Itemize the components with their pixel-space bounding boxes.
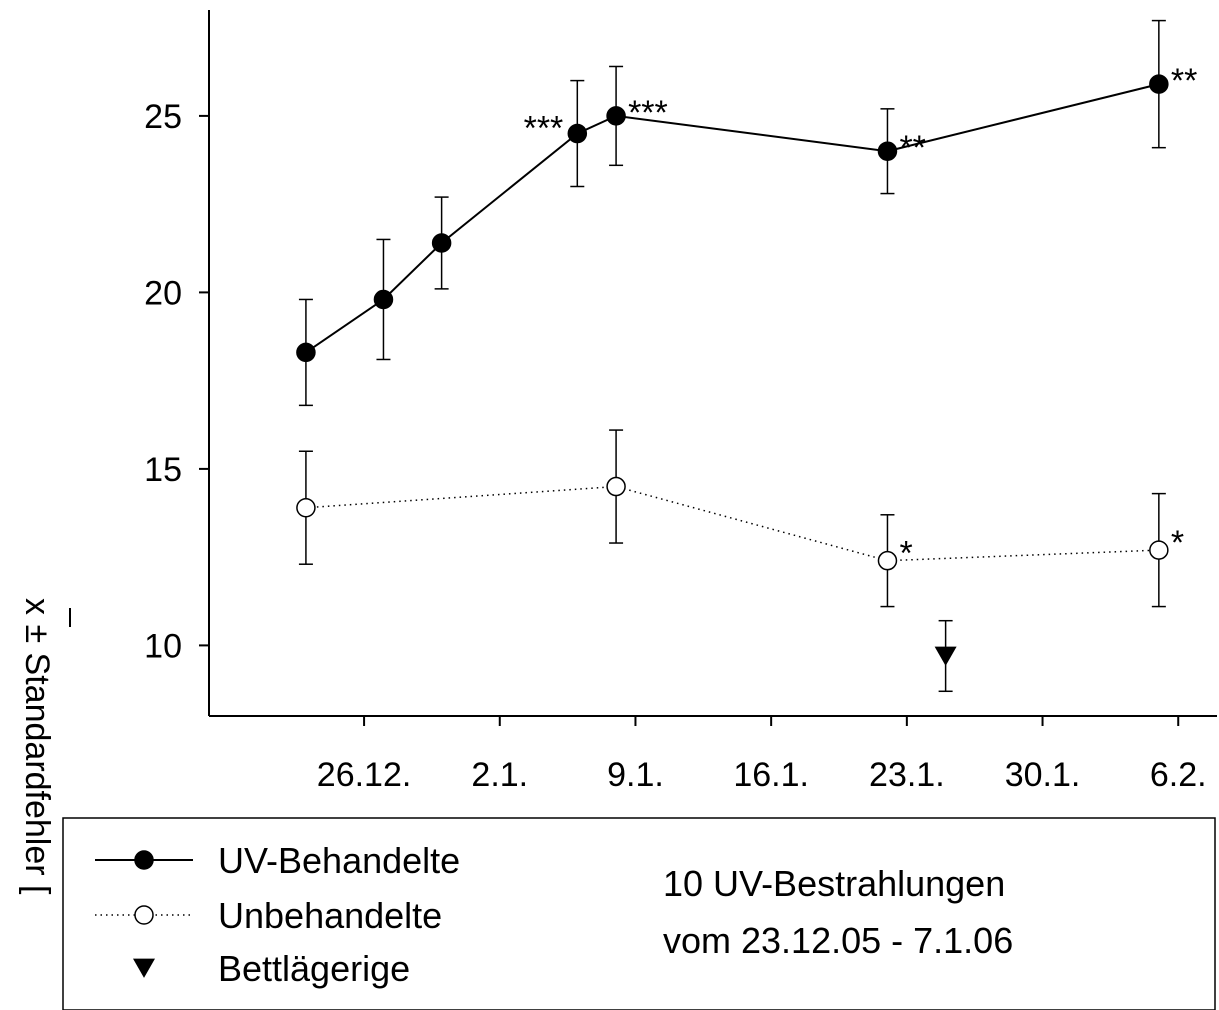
data-point-unbehandelte xyxy=(1149,540,1169,560)
x-tick-label: 23.1. xyxy=(869,756,945,794)
legend-marker-unbehandelte xyxy=(134,905,154,925)
y-tick-label: 20 xyxy=(144,274,182,312)
x-tick-label: 6.2. xyxy=(1150,756,1207,794)
legend-label-uv-behandelte: UV-Behandelte xyxy=(218,840,460,881)
x-tick-label: 9.1. xyxy=(607,756,664,794)
legend-label-bettl-gerige: Bettlägerige xyxy=(218,948,410,989)
data-point-unbehandelte xyxy=(296,497,316,518)
legend: UV-Behandelte Unbehandelte Bettlägerige 10 … xyxy=(62,817,1216,1010)
significance-label: ** xyxy=(899,129,925,167)
data-point-uv-behandelte xyxy=(296,342,316,363)
series-line-uv-behandelte xyxy=(305,83,1160,354)
x-tick-label: 26.12. xyxy=(317,756,412,794)
data-point-uv-behandelte xyxy=(431,233,452,253)
legend-marker-bettl-gerige xyxy=(133,958,155,978)
data-point-unbehandelte xyxy=(877,550,898,571)
significance-label: ** xyxy=(1171,62,1197,100)
legend-marker-uv-behandelte xyxy=(134,850,154,870)
legend-label-unbehandelte: Unbehandelte xyxy=(218,895,442,936)
significance-label: *** xyxy=(628,94,668,132)
data-point-uv-behandelte xyxy=(373,289,394,310)
significance-label: *** xyxy=(524,110,564,148)
note-line: 10 UV-Bestrahlungen xyxy=(663,863,1005,904)
significance-label: * xyxy=(899,535,912,573)
x-tick-label: 30.1. xyxy=(1005,756,1081,794)
series-line-unbehandelte xyxy=(305,485,1159,562)
legend-box xyxy=(62,817,1216,1010)
plot-area: 10 15 20 25 26.12. 2.1. 9.1. 16.1. 23.1. 30.1. 6.2… xyxy=(69,10,1217,794)
y-tick-label: 25 xyxy=(144,98,182,136)
data-point-uv-behandelte xyxy=(567,123,588,144)
y-axis-label: x ± Standardfehler [ xyxy=(18,598,56,895)
x-tick-label: 16.1. xyxy=(733,756,809,794)
data-point-bettl-gerige xyxy=(934,646,957,666)
y-tick-label: 15 xyxy=(144,451,182,489)
x-tick-label: 2.1. xyxy=(471,756,528,794)
note-line: vom 23.12.05 - 7.1.06 xyxy=(663,920,1013,961)
data-point-uv-behandelte xyxy=(1149,74,1169,94)
data-point-unbehandelte xyxy=(606,476,626,497)
data-point-uv-behandelte xyxy=(877,141,898,161)
significance-label: * xyxy=(1171,524,1184,562)
y-tick-label: 10 xyxy=(144,627,182,665)
data-point-uv-behandelte xyxy=(606,106,626,126)
